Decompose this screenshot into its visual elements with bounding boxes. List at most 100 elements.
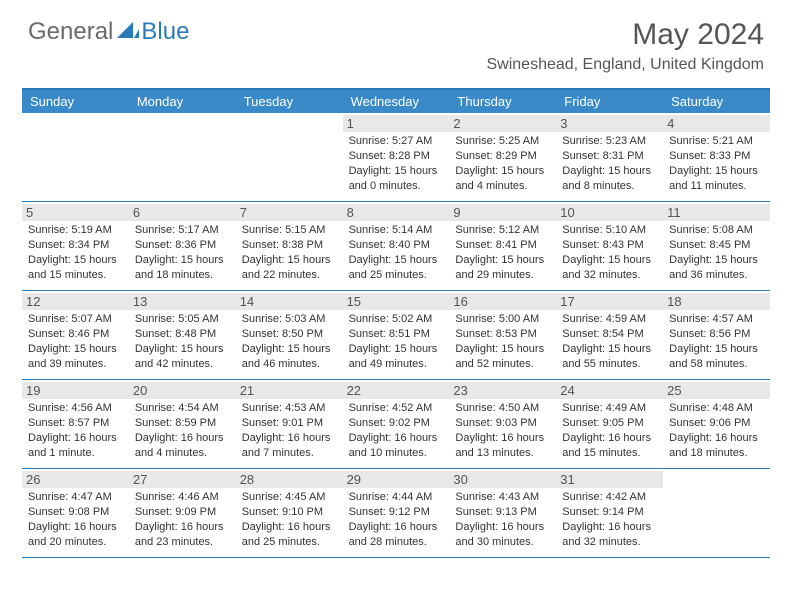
- calendar: SundayMondayTuesdayWednesdayThursdayFrid…: [22, 88, 770, 558]
- day-info: Sunrise: 4:42 AMSunset: 9:14 PMDaylight:…: [562, 490, 657, 549]
- day-cell: 12 Sunrise: 5:07 AMSunset: 8:46 PMDayligh…: [22, 291, 129, 379]
- week-row: 19 Sunrise: 4:56 AMSunset: 8:57 PMDayligh…: [22, 380, 770, 469]
- day-cell: 1Sunrise: 5:27 AMSunset: 8:28 PMDaylight…: [343, 113, 450, 201]
- day-number: 3: [556, 115, 663, 132]
- week-row: 12 Sunrise: 5:07 AMSunset: 8:46 PMDayligh…: [22, 291, 770, 380]
- day-number: 27: [129, 471, 236, 488]
- day-number: 13: [129, 293, 236, 310]
- day-cell: 15Sunrise: 5:02 AMSunset: 8:51 PMDayligh…: [343, 291, 450, 379]
- logo-text-general: General: [28, 18, 113, 46]
- day-number: 14: [236, 293, 343, 310]
- day-cell: 31 Sunrise: 4:42 AMSunset: 9:14 PMDayligh…: [556, 469, 663, 557]
- day-number: 28: [236, 471, 343, 488]
- day-info: Sunrise: 4:50 AMSunset: 9:03 PMDaylight:…: [455, 401, 550, 460]
- day-cell: 22Sunrise: 4:52 AMSunset: 9:02 PMDayligh…: [343, 380, 450, 468]
- day-number: 19: [22, 382, 129, 399]
- day-number: 7: [236, 204, 343, 221]
- day-info: Sunrise: 5:07 AMSunset: 8:46 PMDaylight:…: [28, 312, 123, 371]
- logo: General Blue: [28, 18, 189, 46]
- day-number: 8: [343, 204, 450, 221]
- day-cell: 14 Sunrise: 5:03 AMSunset: 8:50 PMDayligh…: [236, 291, 343, 379]
- week-row: 26 Sunrise: 4:47 AMSunset: 9:08 PMDayligh…: [22, 469, 770, 558]
- day-number: 15: [343, 293, 450, 310]
- day-info: Sunrise: 4:56 AMSunset: 8:57 PMDaylight:…: [28, 401, 123, 460]
- day-number: 30: [449, 471, 556, 488]
- day-cell: 27 Sunrise: 4:46 AMSunset: 9:09 PMDayligh…: [129, 469, 236, 557]
- weekday-tuesday: Tuesday: [236, 90, 343, 113]
- day-number: 24: [556, 382, 663, 399]
- day-number: 26: [22, 471, 129, 488]
- day-info: Sunrise: 5:14 AMSunset: 8:40 PMDaylight:…: [349, 223, 444, 282]
- day-info: Sunrise: 5:05 AMSunset: 8:48 PMDaylight:…: [135, 312, 230, 371]
- empty-cell: [663, 469, 770, 557]
- day-cell: 2Sunrise: 5:25 AMSunset: 8:29 PMDaylight…: [449, 113, 556, 201]
- day-cell: 4 Sunrise: 5:21 AMSunset: 8:33 PMDaylight…: [663, 113, 770, 201]
- day-info: Sunrise: 5:19 AMSunset: 8:34 PMDaylight:…: [28, 223, 123, 282]
- day-info: Sunrise: 4:44 AMSunset: 9:12 PMDaylight:…: [349, 490, 444, 549]
- day-number: 1: [343, 115, 450, 132]
- day-number: 12: [22, 293, 129, 310]
- header: General Blue May 2024 Swineshead, Englan…: [0, 0, 792, 80]
- day-cell: 26 Sunrise: 4:47 AMSunset: 9:08 PMDayligh…: [22, 469, 129, 557]
- day-info: Sunrise: 4:59 AMSunset: 8:54 PMDaylight:…: [562, 312, 657, 371]
- empty-cell: [236, 113, 343, 201]
- day-cell: 7 Sunrise: 5:15 AMSunset: 8:38 PMDaylight…: [236, 202, 343, 290]
- day-info: Sunrise: 5:00 AMSunset: 8:53 PMDaylight:…: [455, 312, 550, 371]
- day-cell: 20 Sunrise: 4:54 AMSunset: 8:59 PMDayligh…: [129, 380, 236, 468]
- day-number: 25: [663, 382, 770, 399]
- week-row: 1Sunrise: 5:27 AMSunset: 8:28 PMDaylight…: [22, 113, 770, 202]
- day-number: 10: [556, 204, 663, 221]
- day-number: 20: [129, 382, 236, 399]
- day-number: 9: [449, 204, 556, 221]
- day-info: Sunrise: 5:12 AMSunset: 8:41 PMDaylight:…: [455, 223, 550, 282]
- day-cell: 3Sunrise: 5:23 AMSunset: 8:31 PMDaylight…: [556, 113, 663, 201]
- day-number: 21: [236, 382, 343, 399]
- day-info: Sunrise: 5:21 AMSunset: 8:33 PMDaylight:…: [669, 134, 764, 193]
- weekday-header: SundayMondayTuesdayWednesdayThursdayFrid…: [22, 90, 770, 113]
- day-cell: 23 Sunrise: 4:50 AMSunset: 9:03 PMDayligh…: [449, 380, 556, 468]
- day-cell: 17 Sunrise: 4:59 AMSunset: 8:54 PMDayligh…: [556, 291, 663, 379]
- day-cell: 18 Sunrise: 4:57 AMSunset: 8:56 PMDayligh…: [663, 291, 770, 379]
- day-number: 29: [343, 471, 450, 488]
- day-info: Sunrise: 5:17 AMSunset: 8:36 PMDaylight:…: [135, 223, 230, 282]
- day-cell: 13 Sunrise: 5:05 AMSunset: 8:48 PMDayligh…: [129, 291, 236, 379]
- week-row: 5 Sunrise: 5:19 AMSunset: 8:34 PMDaylight…: [22, 202, 770, 291]
- day-info: Sunrise: 4:54 AMSunset: 8:59 PMDaylight:…: [135, 401, 230, 460]
- day-number: 2: [449, 115, 556, 132]
- day-cell: 25 Sunrise: 4:48 AMSunset: 9:06 PMDayligh…: [663, 380, 770, 468]
- day-cell: 28 Sunrise: 4:45 AMSunset: 9:10 PMDayligh…: [236, 469, 343, 557]
- weekday-monday: Monday: [129, 90, 236, 113]
- day-number: 18: [663, 293, 770, 310]
- day-number: 23: [449, 382, 556, 399]
- day-info: Sunrise: 5:10 AMSunset: 8:43 PMDaylight:…: [562, 223, 657, 282]
- day-number: 16: [449, 293, 556, 310]
- day-number: 4: [663, 115, 770, 132]
- empty-cell: [129, 113, 236, 201]
- day-cell: 24 Sunrise: 4:49 AMSunset: 9:05 PMDayligh…: [556, 380, 663, 468]
- day-number: 5: [22, 204, 129, 221]
- weekday-sunday: Sunday: [22, 90, 129, 113]
- day-info: Sunrise: 5:08 AMSunset: 8:45 PMDaylight:…: [669, 223, 764, 282]
- day-cell: 6 Sunrise: 5:17 AMSunset: 8:36 PMDaylight…: [129, 202, 236, 290]
- day-cell: 5 Sunrise: 5:19 AMSunset: 8:34 PMDaylight…: [22, 202, 129, 290]
- day-cell: 21Sunrise: 4:53 AMSunset: 9:01 PMDayligh…: [236, 380, 343, 468]
- day-info: Sunrise: 4:45 AMSunset: 9:10 PMDaylight:…: [242, 490, 337, 549]
- day-info: Sunrise: 4:49 AMSunset: 9:05 PMDaylight:…: [562, 401, 657, 460]
- location: Swineshead, England, United Kingdom: [486, 56, 764, 74]
- day-number: 6: [129, 204, 236, 221]
- day-info: Sunrise: 5:15 AMSunset: 8:38 PMDaylight:…: [242, 223, 337, 282]
- day-cell: 16 Sunrise: 5:00 AMSunset: 8:53 PMDayligh…: [449, 291, 556, 379]
- weekday-wednesday: Wednesday: [343, 90, 450, 113]
- day-cell: 8 Sunrise: 5:14 AMSunset: 8:40 PMDaylight…: [343, 202, 450, 290]
- day-number: 31: [556, 471, 663, 488]
- day-info: Sunrise: 4:57 AMSunset: 8:56 PMDaylight:…: [669, 312, 764, 371]
- day-info: Sunrise: 4:48 AMSunset: 9:06 PMDaylight:…: [669, 401, 764, 460]
- logo-text-blue: Blue: [141, 18, 189, 46]
- title-block: May 2024 Swineshead, England, United Kin…: [486, 18, 764, 74]
- day-info: Sunrise: 5:03 AMSunset: 8:50 PMDaylight:…: [242, 312, 337, 371]
- day-number: 17: [556, 293, 663, 310]
- day-cell: 11Sunrise: 5:08 AMSunset: 8:45 PMDayligh…: [663, 202, 770, 290]
- day-info: Sunrise: 4:47 AMSunset: 9:08 PMDaylight:…: [28, 490, 123, 549]
- day-number: 22: [343, 382, 450, 399]
- day-info: Sunrise: 4:46 AMSunset: 9:09 PMDaylight:…: [135, 490, 230, 549]
